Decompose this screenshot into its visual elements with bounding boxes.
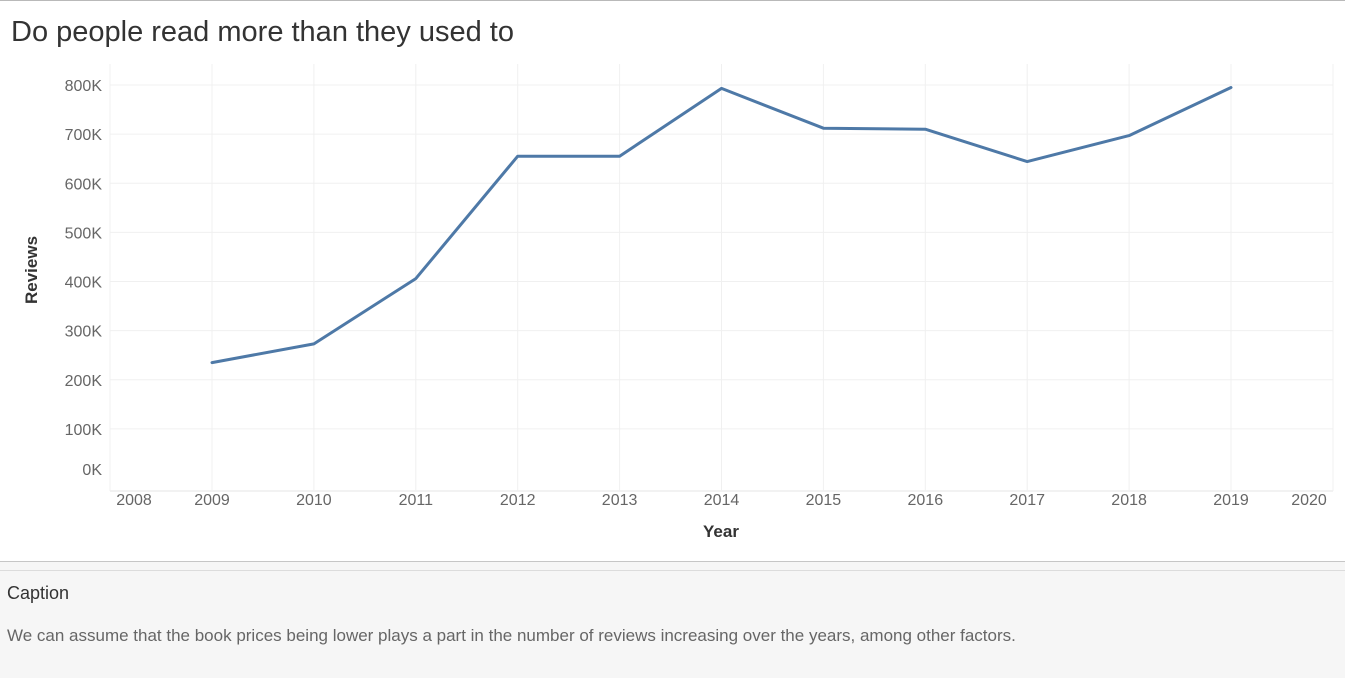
x-tick-label: 2016: [908, 492, 944, 509]
caption-panel: Caption We can assume that the book pric…: [0, 561, 1345, 678]
gridlines: [110, 64, 1333, 491]
top-border: [0, 0, 1345, 1]
x-tick-label: 2015: [806, 492, 842, 509]
x-axis: 2008 2009 2010 2011 2012 2013 2014 2015 2016 2017…: [116, 492, 1327, 509]
y-tick-label: 300K: [65, 324, 103, 341]
y-tick-label: 400K: [65, 275, 103, 292]
x-tick-label: 2017: [1009, 492, 1045, 509]
chart-title: Do people read more than they used to: [11, 16, 514, 49]
caption-divider: [0, 570, 1345, 571]
y-tick-label: 700K: [65, 127, 103, 144]
caption-title: Caption: [7, 583, 69, 604]
x-tick-label: 2009: [194, 492, 230, 509]
x-tick-label: 2019: [1213, 492, 1249, 509]
x-tick-label: 2013: [602, 492, 638, 509]
y-axis-label: Reviews: [22, 236, 41, 304]
x-tick-label: 2011: [399, 492, 434, 509]
x-tick-label: 2008: [116, 492, 152, 509]
x-tick-label: 2010: [296, 492, 332, 509]
x-tick-label: 2018: [1111, 492, 1147, 509]
y-axis: 0K 100K 200K 300K 400K 500K 600K 700K 800K: [65, 78, 103, 479]
caption-text: We can assume that the book prices being…: [7, 626, 1016, 646]
y-tick-label: 0K: [82, 462, 102, 479]
y-tick-label: 600K: [65, 176, 103, 193]
y-tick-label: 800K: [65, 78, 103, 95]
y-tick-label: 500K: [65, 225, 103, 242]
x-axis-label: Year: [703, 522, 739, 541]
y-tick-label: 100K: [65, 422, 103, 439]
x-tick-label: 2014: [704, 492, 740, 509]
y-tick-label: 200K: [65, 373, 103, 390]
x-tick-label: 2020: [1291, 492, 1327, 509]
x-tick-label: 2012: [500, 492, 536, 509]
